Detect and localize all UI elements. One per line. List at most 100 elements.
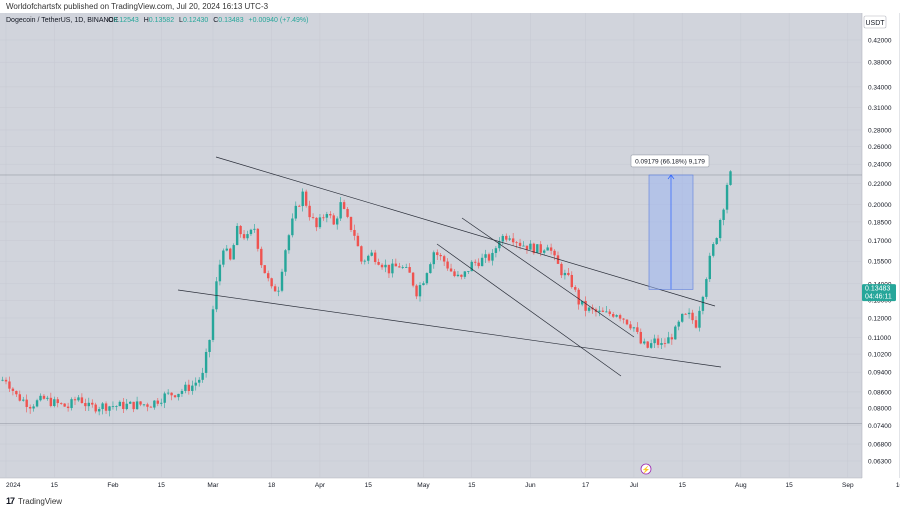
- price-badge-countdown: 04:46:11: [865, 294, 892, 301]
- y-tick-label: 0.13000: [868, 298, 892, 305]
- y-tick-label: 0.28000: [868, 127, 892, 134]
- candle-body: [580, 300, 584, 305]
- candle-body: [411, 272, 415, 286]
- candle-body: [101, 403, 104, 410]
- x-tick-label: May: [417, 482, 430, 489]
- y-tick-label: 0.20000: [868, 202, 892, 209]
- candle-body: [415, 285, 418, 297]
- price-scale-panel: [862, 13, 900, 487]
- candle-body: [518, 242, 522, 246]
- candle-body: [467, 271, 470, 272]
- candle-body: [722, 209, 725, 220]
- candle-body: [363, 260, 366, 262]
- measure-tool[interactable]: 0.09179 (66.18%) 9,179: [630, 154, 710, 290]
- candle-body: [684, 313, 687, 315]
- candle-body: [232, 245, 235, 260]
- candle-body: [287, 235, 291, 251]
- candle-body: [270, 278, 273, 287]
- candle-body: [553, 250, 556, 256]
- candle-body: [567, 272, 570, 275]
- x-tick-label: 18: [268, 482, 276, 489]
- candle-body: [391, 263, 394, 274]
- candle-body: [135, 401, 139, 410]
- candle-body: [405, 267, 408, 268]
- candle-body: [615, 315, 618, 317]
- legend-high: 0.13582: [149, 17, 174, 24]
- time-axis[interactable]: 2024 15 Feb 15 Mar 18 Apr 15 May 15 Jun 17 Jul 15 Aug 1…: [6, 482, 900, 489]
- y-tick-label: 0.34000: [868, 84, 892, 91]
- lightning-icon: ⚡: [642, 465, 651, 474]
- x-tick-label: 15: [679, 482, 687, 489]
- trend-lines[interactable]: [177, 156, 722, 377]
- candle-body: [349, 216, 353, 230]
- candle-body: [15, 390, 18, 395]
- candle-body: [532, 243, 536, 254]
- candle-body: [22, 399, 25, 401]
- footer-brand-text: TradingView: [18, 496, 63, 506]
- candle-body: [253, 228, 256, 230]
- candle-body: [122, 401, 125, 410]
- candle-body: [208, 339, 211, 352]
- candle-body: [149, 406, 153, 408]
- candle-body: [729, 171, 732, 185]
- candle-body: [235, 225, 239, 246]
- candle-body: [398, 266, 401, 268]
- candle-body: [643, 341, 646, 344]
- legend-high-label: H: [144, 17, 149, 24]
- horizontal-levels: [0, 174, 862, 425]
- candle-body: [577, 289, 580, 305]
- candle-body: [384, 264, 387, 268]
- candle-body: [170, 392, 173, 396]
- currency-button[interactable]: USDT: [863, 15, 887, 29]
- candle-body: [108, 406, 111, 411]
- candle-body: [301, 191, 304, 207]
- y-tick-label: 0.11000: [868, 335, 891, 342]
- grid-lines: [0, 13, 900, 478]
- candle-body: [515, 242, 518, 244]
- price-badge: 0.13483 04:46:11: [862, 284, 896, 302]
- trend-line: [461, 217, 635, 338]
- x-tick-label: 2024: [6, 482, 21, 489]
- candle-body: [194, 382, 197, 386]
- candle-body: [153, 400, 156, 408]
- price-chart[interactable]: 0.09179 (66.18%) 9,179 0.42000 0.38000 0.3…: [0, 13, 900, 510]
- legend-close: 0.13483: [218, 17, 243, 24]
- candle-body: [584, 300, 587, 311]
- trend-line: [436, 243, 622, 377]
- candle-body: [173, 395, 177, 398]
- y-tick-label: 0.09400: [868, 370, 892, 377]
- candle-body: [280, 271, 284, 291]
- candle-body: [201, 372, 204, 380]
- measure-arrow-head-icon: [667, 174, 675, 180]
- candle-body: [636, 327, 639, 332]
- candle-body: [453, 271, 456, 277]
- timezone-badge[interactable]: ⚡: [640, 463, 652, 475]
- candle-body: [118, 401, 122, 407]
- y-tick-label: 0.06800: [868, 442, 892, 449]
- candle-body: [267, 273, 270, 279]
- candle-body: [53, 399, 56, 407]
- candle-body: [32, 406, 35, 409]
- price-axis[interactable]: 0.42000 0.38000 0.34000 0.31000 0.28000 0.260…: [868, 38, 892, 466]
- candle-body: [387, 264, 391, 274]
- candle-body: [712, 244, 715, 256]
- candle-body: [425, 273, 429, 284]
- candle-body: [484, 254, 487, 258]
- candle-body: [663, 343, 667, 344]
- price-badge-value: 0.13483: [865, 286, 890, 293]
- candle-body: [56, 399, 59, 404]
- candle-body: [653, 338, 656, 344]
- y-tick-label: 0.18500: [868, 219, 892, 226]
- candle-body: [546, 247, 549, 251]
- chart-background: [0, 13, 862, 487]
- candle-body: [139, 401, 142, 405]
- measure-label-box: [630, 154, 710, 168]
- candle-body: [401, 267, 404, 268]
- candle-body: [177, 393, 180, 398]
- legend-low-label: L: [179, 17, 183, 24]
- candle-body: [460, 274, 463, 277]
- time-scale-panel: [0, 478, 862, 510]
- y-tick-label: 0.24000: [868, 162, 892, 169]
- candle-body: [4, 379, 8, 382]
- candle-body: [501, 235, 504, 242]
